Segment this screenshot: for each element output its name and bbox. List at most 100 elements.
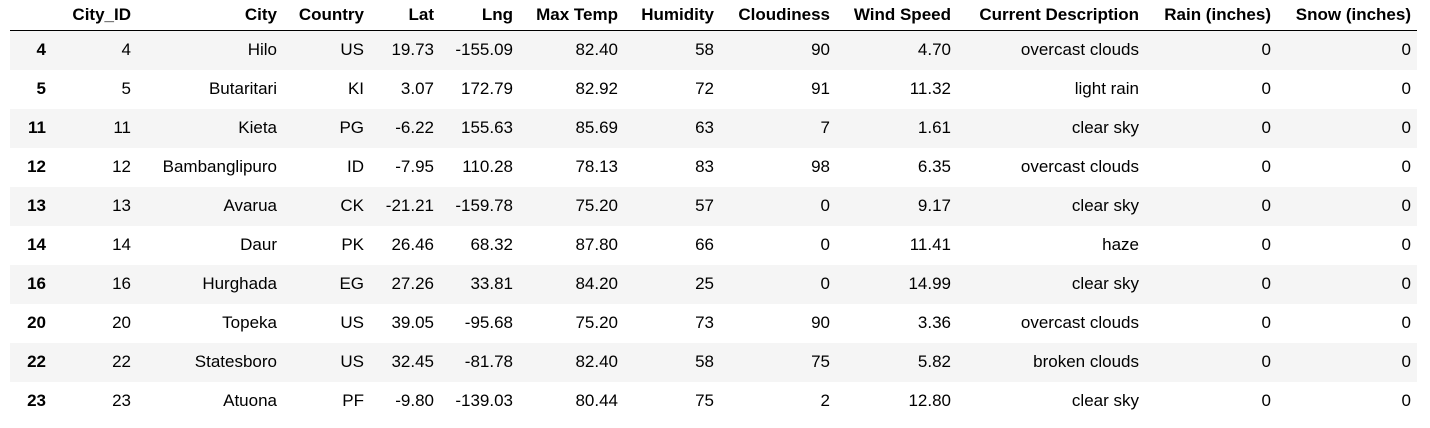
table-cell: 0 — [820, 235, 830, 254]
table-cell: 0 — [1401, 40, 1411, 60]
table-cell: 0 — [1261, 196, 1271, 215]
table-cell: 85.69 — [575, 118, 618, 137]
table-cell: 87.80 — [575, 235, 618, 254]
table-cell: 75 — [811, 352, 830, 371]
table-cell: -6.22 — [395, 118, 434, 137]
table-cell: clear sky — [1071, 274, 1139, 293]
table-cell: 0 — [1401, 79, 1411, 98]
table-row: 11 11 Kieta PG -6.22 155.63 85.69 63 7 1.61 clear … — [10, 108, 1417, 148]
table-cell: -21.21 — [385, 196, 434, 215]
table-cell: 14.99 — [908, 274, 951, 293]
table-cell: 2 — [820, 391, 830, 410]
column-header: Cloudiness — [720, 0, 836, 31]
table-cell: -159.78 — [455, 196, 513, 215]
table-cell: 0 — [1261, 157, 1271, 176]
table-cell: EG — [339, 274, 364, 293]
table-row: 4 4 Hilo US 19.73 -155.09 82.40 58 90 4.70 overcas… — [10, 30, 1417, 70]
row-index-cell: 13 — [27, 196, 46, 215]
table-cell: 91 — [811, 79, 830, 98]
table-cell: 82.40 — [575, 40, 618, 60]
table-cell: 11.41 — [909, 235, 951, 254]
column-header: Lng — [440, 0, 519, 31]
table-cell: 0 — [1261, 313, 1271, 332]
table-cell: 172.79 — [461, 79, 513, 98]
table-cell: Atuona — [223, 391, 277, 410]
table-cell: 58 — [695, 40, 714, 60]
table-cell: 4 — [121, 40, 131, 60]
table-cell: 63 — [695, 118, 714, 137]
table-cell: 11.32 — [909, 79, 951, 98]
table-body: 4 4 Hilo US 19.73 -155.09 82.40 58 90 4.70 overcas… — [10, 30, 1417, 421]
table-row: 16 16 Hurghada EG 27.26 33.81 84.20 25 0 14.99 cle… — [10, 264, 1417, 304]
table-cell: 73 — [695, 313, 714, 332]
table-cell: broken clouds — [1033, 352, 1139, 371]
table-cell: 75.20 — [575, 196, 618, 215]
table-cell: ID — [347, 157, 364, 176]
table-cell: 14 — [112, 235, 131, 254]
table-cell: 0 — [1401, 391, 1411, 410]
table-cell: 22 — [112, 352, 131, 371]
table-cell: clear sky — [1071, 391, 1139, 410]
table-cell: 57 — [695, 196, 714, 215]
table-cell: 23 — [112, 391, 131, 410]
row-index-cell: 16 — [27, 274, 46, 293]
row-index-cell: 11 — [28, 118, 46, 137]
column-header: Wind Speed — [836, 0, 957, 31]
table-cell: 0 — [1401, 313, 1411, 332]
table-cell: 0 — [1261, 274, 1271, 293]
table-cell: 13 — [112, 196, 131, 215]
column-header: Country — [283, 0, 370, 31]
table-cell: PG — [339, 118, 364, 137]
table-row: 12 12 Bambanglipuro ID -7.95 110.28 78.13 83 98 6… — [10, 147, 1417, 187]
table-cell: 66 — [695, 235, 714, 254]
table-cell: Hurghada — [202, 274, 277, 293]
table-cell: 0 — [1401, 352, 1411, 371]
table-cell: 0 — [1401, 235, 1411, 254]
column-header: City_ID — [52, 0, 137, 31]
table-cell: 39.05 — [391, 313, 434, 332]
table-cell: 98 — [811, 157, 830, 176]
table-row: 23 23 Atuona PF -9.80 -139.03 80.44 75 2 12.80 cle… — [10, 381, 1417, 421]
row-index-cell: 4 — [36, 40, 46, 60]
table-cell: CK — [340, 196, 364, 215]
table-cell: 5 — [121, 79, 131, 98]
table-cell: KI — [347, 79, 364, 98]
table-cell: Avarua — [223, 196, 277, 215]
table-cell: 0 — [1261, 79, 1271, 98]
table-cell: US — [340, 352, 364, 371]
table-cell: 12 — [112, 157, 131, 176]
table-cell: 90 — [811, 40, 830, 60]
table-cell: 0 — [1401, 118, 1411, 137]
table-cell: 75 — [695, 391, 714, 410]
table-cell: overcast clouds — [1020, 40, 1139, 60]
table-cell: overcast clouds — [1020, 313, 1139, 332]
row-index-cell: 14 — [27, 235, 46, 254]
table-cell: overcast clouds — [1020, 157, 1139, 176]
table-cell: US — [340, 40, 364, 60]
table-cell: 16 — [112, 274, 131, 293]
table-cell: US — [340, 313, 364, 332]
table-cell: 155.63 — [461, 118, 513, 137]
table-cell: PK — [341, 235, 364, 254]
table-cell: Butaritari — [208, 79, 277, 98]
table-cell: 0 — [820, 274, 830, 293]
table-cell: -95.68 — [464, 313, 513, 332]
table-cell: 3.07 — [400, 79, 434, 98]
table-cell: 0 — [1261, 235, 1271, 254]
column-header: Current Description — [957, 0, 1145, 31]
table-cell: 27.26 — [391, 274, 434, 293]
table-cell: 19.73 — [391, 40, 434, 60]
table-cell: 68.32 — [470, 235, 513, 254]
table-cell: 0 — [1401, 274, 1411, 293]
table-cell: 0 — [1261, 40, 1271, 60]
table-cell: 7 — [820, 118, 830, 137]
table-cell: 6.35 — [917, 157, 951, 176]
table-cell: 25 — [695, 274, 714, 293]
table-cell: light rain — [1074, 79, 1139, 98]
row-index-cell: 23 — [27, 391, 46, 410]
table-cell: 0 — [1261, 118, 1271, 137]
table-cell: -9.80 — [395, 391, 434, 410]
dataframe-table: City_ID City Country Lat Lng Max Temp Humidity… — [10, 0, 1417, 421]
table-cell: 4.70 — [917, 40, 951, 60]
table-cell: 20 — [112, 313, 131, 332]
